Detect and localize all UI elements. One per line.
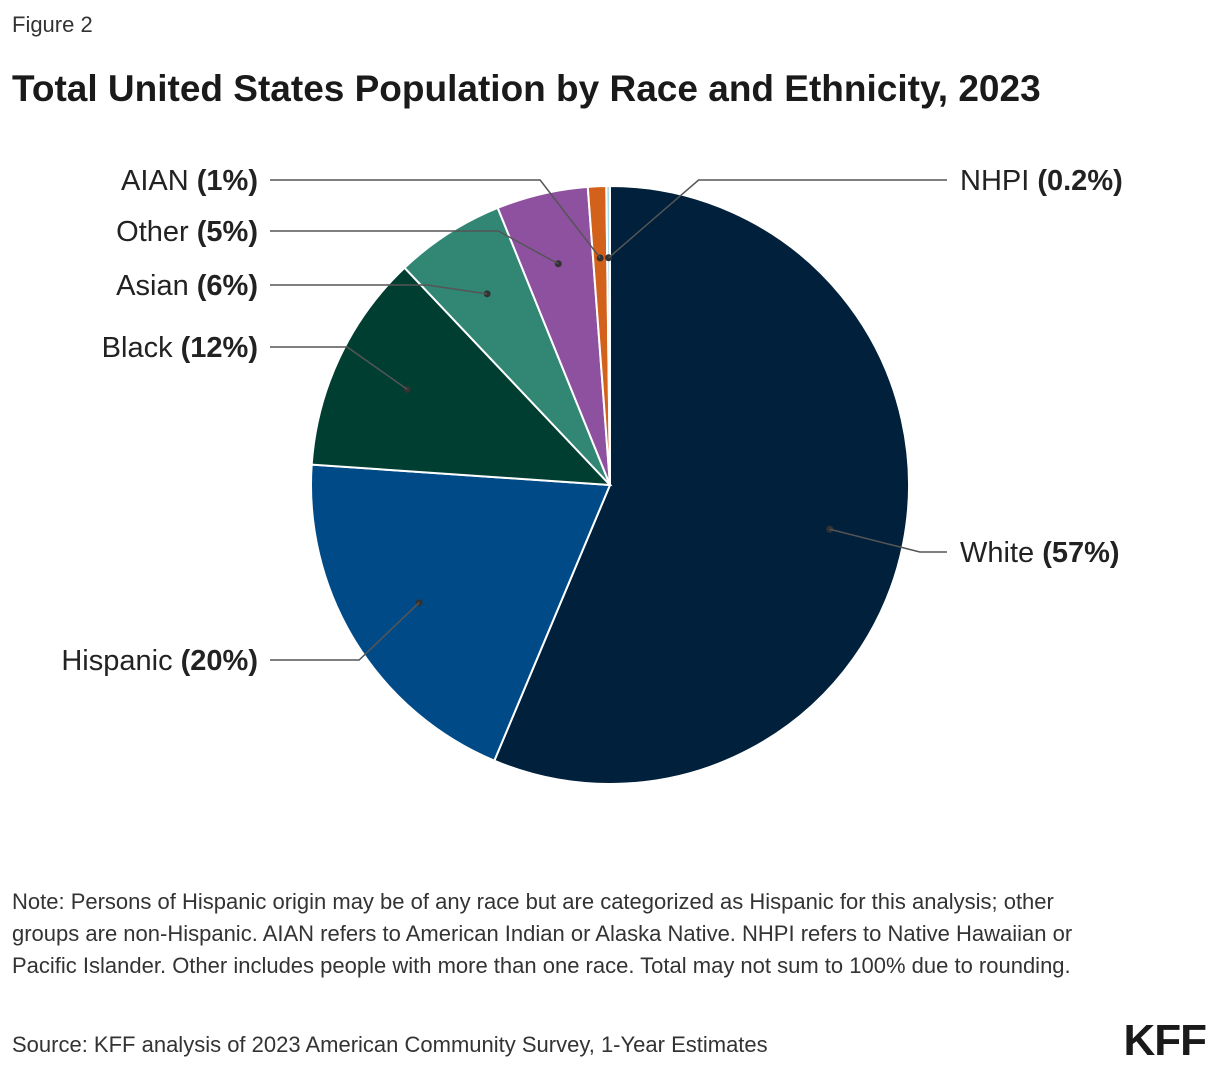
slice-label-white: White (57%) — [960, 537, 1120, 569]
chart-note: Note: Persons of Hispanic origin may be … — [12, 889, 1073, 978]
leader-line-other — [270, 230, 559, 265]
figure-label: Figure 2 — [12, 12, 93, 37]
slice-label-hispanic: Hispanic (20%) — [61, 645, 258, 677]
chart-title: Total United States Population by Race a… — [12, 68, 1041, 109]
chart-source: Source: KFF analysis of 2023 American Co… — [12, 1032, 768, 1057]
leader-line-hispanic — [270, 602, 420, 661]
leader-line-nhpi — [608, 179, 947, 259]
slice-label-aian: AIAN (1%) — [121, 165, 258, 197]
slice-label-other: Other (5%) — [116, 216, 258, 248]
slice-label-nhpi: NHPI (0.2%) — [960, 165, 1123, 197]
leader-lines — [270, 179, 947, 661]
kff-logo: KFF — [1123, 1016, 1207, 1065]
leader-dot-asian — [483, 290, 491, 298]
slice-label-asian: Asian (6%) — [116, 270, 258, 302]
slice-labels: White (57%) Hispanic (20%) Black (12%) Asia… — [61, 165, 1122, 677]
pie-chart: White (57%) Hispanic (20%) Black (12%) Asia… — [61, 165, 1123, 785]
pie-slice-hispanic — [310, 463, 612, 763]
pie-slices — [310, 184, 910, 785]
leader-line-white — [829, 528, 947, 553]
leader-line-aian — [270, 179, 601, 259]
slice-label-black: Black (12%) — [102, 332, 258, 364]
pie-slice-black — [310, 266, 613, 487]
leader-line-asian — [270, 284, 488, 295]
pie-slice-white — [492, 184, 910, 785]
leader-line-black — [270, 346, 408, 390]
